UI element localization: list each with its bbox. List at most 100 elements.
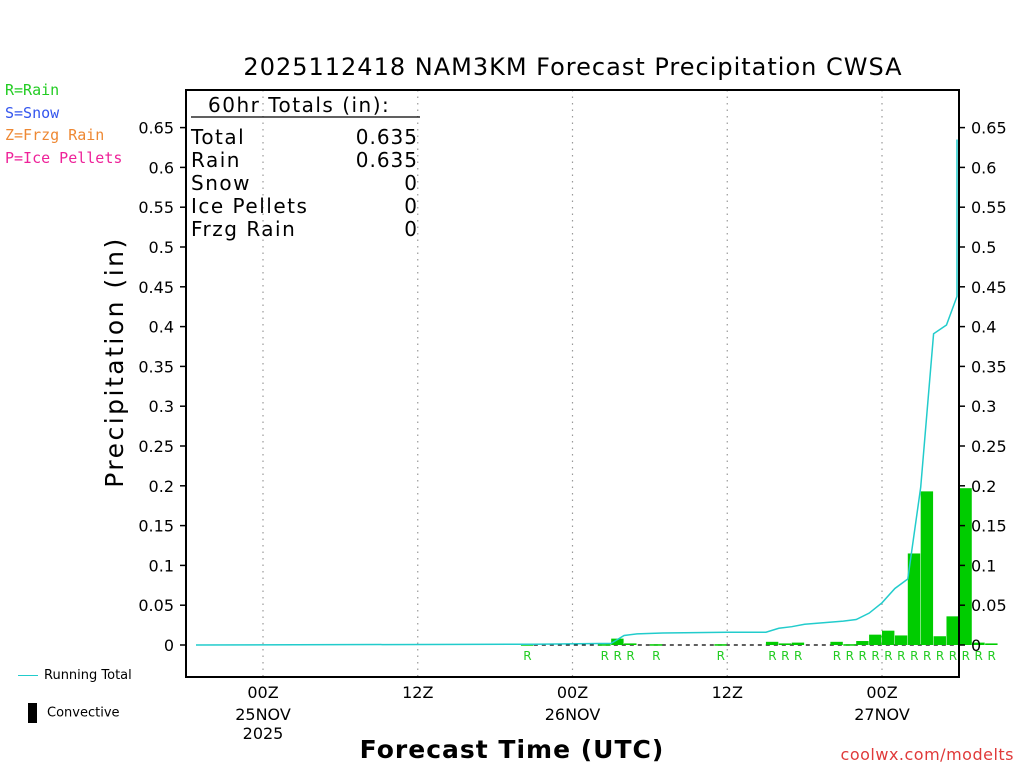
precip-bar [843,644,856,646]
x-tick-year: 2025 [243,724,284,743]
totals-row-value: 0.635 [356,148,418,172]
y-tick-label-left: 0.55 [138,198,174,217]
y-tick-label-right: 0 [971,636,981,655]
y-tick-label-left: 0.4 [149,318,174,337]
x-tick-label: 00Z [866,683,897,702]
x-axis-label: Forecast Time (UTC) [360,735,665,764]
y-tick-label-left: 0.6 [149,158,174,177]
rain-marker: R [626,649,634,663]
totals-row-value: 0 [404,171,418,195]
precip-bar [907,553,921,645]
precip-bar [972,642,985,645]
convective-label: Convective [47,705,120,721]
totals-row-label: Total [190,125,245,149]
precip-type-legend-item: Z=Frzg Rain [5,126,105,144]
y-tick-label-left: 0.65 [138,119,174,138]
rain-marker: R [601,649,609,663]
precip-type-legend-item: S=Snow [5,103,60,122]
y-tick-label-right: 0.6 [971,158,996,177]
rain-marker: R [910,649,918,663]
rain-marker: R [613,649,621,663]
precip-bar [611,638,624,645]
y-tick-label-left: 0.3 [149,397,174,416]
totals-row-label: Rain [191,148,241,172]
precip-bar [959,488,972,645]
y-tick-label-left: 0.45 [138,278,174,297]
totals-row-label: Snow [191,171,251,195]
y-tick-label-left: 0.2 [149,477,174,496]
totals-row-label: Frzg Rain [191,217,296,241]
rain-marker: R [846,649,854,663]
rain-marker: R [858,649,866,663]
precip-type-legend-item: R=Rain [5,81,60,99]
totals-row-label: Ice Pellets [191,194,308,218]
y-tick-label-right: 0.65 [971,119,1007,138]
x-tick-label: 00Z [247,683,278,702]
bar-series [520,488,998,646]
precip-bar [765,641,779,645]
precip-bar [778,643,792,645]
totals-box: 60hr Totals (in): Total 0.635 Rain 0.635 Sno… [190,93,420,241]
precip-bar [869,634,882,645]
rain-marker: R [871,649,879,663]
x-tick-label: 12Z [712,683,743,702]
rain-marker: R [652,649,660,663]
y-axis-label: Precipitation (in) [100,236,129,488]
running-total-line [195,139,958,646]
y-tick-label-left: 0.15 [138,517,174,536]
y-tick-label-left: 0.5 [149,238,174,257]
precip-bar [830,641,843,645]
y-tick-label-right: 0.4 [971,318,996,337]
rain-marker: R [768,649,776,663]
precip-bar [946,616,959,645]
y-tick-label-left: 0.1 [149,556,174,575]
y-tick-label-left: 0.05 [138,596,174,615]
precip-bar [920,491,934,645]
running-total-key: Running Total [18,668,132,683]
rain-marker: R [923,649,931,663]
rain-marker: R [717,649,725,663]
rain-marker: R [794,649,802,663]
totals-row-value: 0.635 [356,125,418,149]
x-tick-date: 26NOV [545,705,601,724]
x-tick-date: 27NOV [854,705,910,724]
y-tick-label-right: 0.25 [971,437,1007,456]
y-axis: 0 00.05 0.050.1 0.10.15 0.150.2 0.20.25 0.250.… [138,119,1006,655]
plot-frame [185,89,960,678]
convective-swatch [28,703,37,723]
y-tick-label-right: 0.55 [971,198,1007,217]
credit-text: coolwx.com/modelts [840,745,1014,764]
y-tick-label-right: 0.1 [971,556,996,575]
totals-header: 60hr Totals (in): [208,93,390,117]
precip-type-legend-item: P=Ice Pellets [5,148,123,167]
y-tick-label-right: 0.45 [971,278,1007,297]
y-tick-label-right: 0.2 [971,477,996,496]
precip-bar [791,642,805,645]
precip-bar [649,644,663,646]
rain-marker: R [936,649,944,663]
precip-bar [856,641,869,645]
chart-title: 2025112418 NAM3KM Forecast Precipitation… [243,53,902,81]
rain-marker: R [949,649,957,663]
y-tick-label-right: 0.15 [971,517,1007,536]
rain-marker: R [833,649,841,663]
rain-marker: R [975,649,983,663]
precip-bar [933,636,946,645]
precip-bar [985,643,998,645]
running-total-swatch [18,675,38,676]
y-tick-label-left: 0.35 [138,357,174,376]
y-tick-label-right: 0.3 [971,397,996,416]
rain-marker: R [897,649,905,663]
rain-marker: R [781,649,789,663]
precip-bar [598,644,611,646]
precip-bar [714,644,727,646]
running-total-label: Running Total [44,668,132,683]
precip-bar [882,630,895,645]
rain-marker: R [962,649,970,663]
rain-marker: R [987,649,995,663]
x-tick-date: 25NOV [235,705,291,724]
y-tick-label-right: 0.05 [971,596,1007,615]
y-tick-label-right: 0.35 [971,357,1007,376]
totals-row-value: 0 [404,194,418,218]
